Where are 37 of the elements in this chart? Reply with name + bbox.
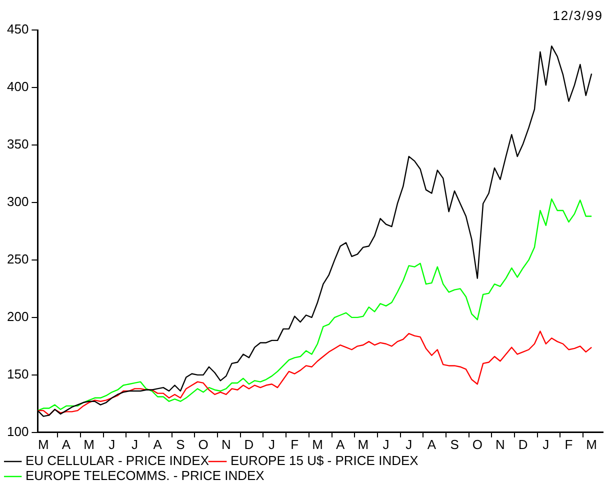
y-tick-label: 300 xyxy=(6,194,29,210)
x-tick-label: S xyxy=(176,436,186,452)
x-tick-label: M xyxy=(586,436,597,452)
x-tick-label: M xyxy=(358,436,369,452)
legend-label: EUROPE 15 U$ - PRICE INDEX xyxy=(230,453,419,468)
x-tick-label: N xyxy=(496,436,505,452)
x-tick-label: O xyxy=(472,436,482,452)
y-tick-label: 400 xyxy=(6,79,29,94)
y-tick-label: 100 xyxy=(6,424,29,439)
x-tick-label: D xyxy=(244,436,254,452)
x-tick-label: J xyxy=(382,436,390,452)
x-tick-label: M xyxy=(38,436,49,452)
x-tick-label: J xyxy=(542,436,550,452)
x-tick-label: J xyxy=(268,436,276,452)
x-tick-label: A xyxy=(62,436,71,452)
x-tick-label: O xyxy=(198,436,208,452)
legend-label: EUROPE TELECOMMS. - PRICE INDEX xyxy=(26,468,265,484)
x-tick-label: F xyxy=(290,436,299,452)
y-tick-label: 250 xyxy=(6,252,29,267)
x-tick-label: D xyxy=(518,436,528,452)
x-tick-label: J xyxy=(406,436,412,452)
x-tick-label: M xyxy=(312,436,323,452)
y-tick-label: 200 xyxy=(6,309,29,324)
x-tick-label: M xyxy=(84,436,95,452)
text: 12/3/99 xyxy=(552,8,603,23)
x-tick-label: N xyxy=(221,436,231,452)
x-tick-label: J xyxy=(108,436,116,452)
x-tick-label: A xyxy=(153,436,162,452)
x-tick-label: S xyxy=(450,436,460,452)
y-tick-label: 150 xyxy=(6,366,29,382)
x-tick-label: A xyxy=(336,436,345,452)
x-tick-label: F xyxy=(564,436,573,452)
legend-label: EU CELLULAR - PRICE INDEX xyxy=(26,453,210,468)
y-tick-label: 350 xyxy=(6,136,29,152)
y-tick-label: 450 xyxy=(6,22,29,37)
x-tick-label: J xyxy=(132,436,138,452)
x-tick-label: A xyxy=(427,436,436,452)
